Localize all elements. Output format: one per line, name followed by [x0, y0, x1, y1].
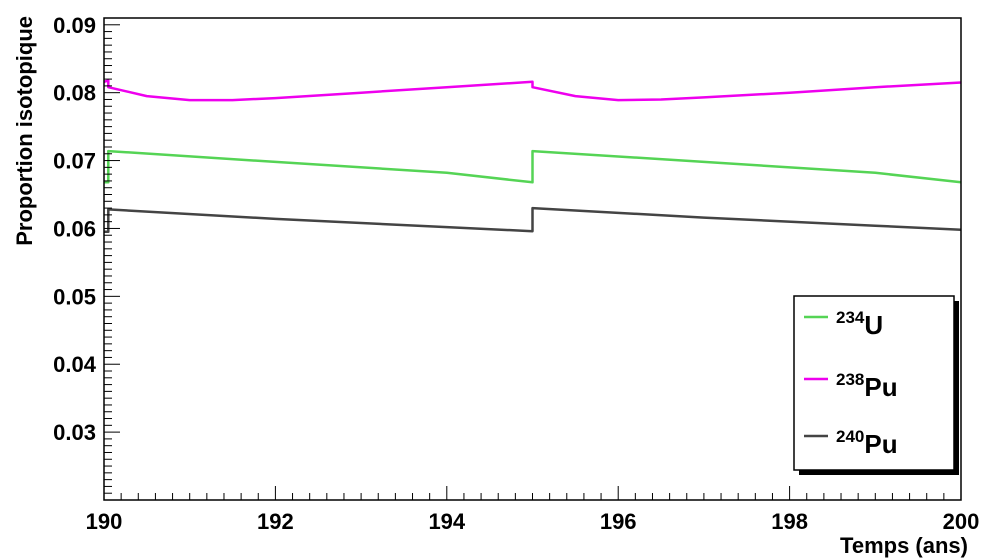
- x-tick-label: 198: [771, 509, 808, 534]
- x-tick-label: 192: [257, 509, 294, 534]
- x-tick-label: 200: [943, 509, 980, 534]
- series-line-240-pu: [104, 206, 962, 234]
- y-tick-label: 0.05: [53, 284, 96, 309]
- y-tick-label: 0.09: [53, 13, 96, 38]
- y-tick-label: 0.03: [53, 420, 96, 445]
- legend-label: 234U: [836, 308, 883, 340]
- x-tick-label: 196: [600, 509, 637, 534]
- series-line-238-pu: [103, 79, 962, 102]
- y-tick-label: 0.08: [53, 81, 96, 106]
- x-tick-label: 194: [428, 509, 465, 534]
- y-tick-label: 0.04: [53, 352, 97, 377]
- series-line-234-u: [104, 149, 962, 184]
- legend-label: 240Pu: [836, 427, 898, 459]
- legend-box: [793, 295, 955, 471]
- series-layer: [103, 79, 962, 234]
- legend-label: 238Pu: [836, 370, 898, 402]
- legend: 234U 238Pu 240Pu: [793, 295, 959, 475]
- y-tick-label: 0.06: [53, 216, 96, 241]
- x-tick-label: 190: [86, 509, 123, 534]
- x-axis-title: Temps (ans): [840, 533, 968, 558]
- y-tick-label: 0.07: [53, 149, 96, 174]
- y-axis-title: Proportion isotopique: [12, 16, 37, 246]
- tick-layer: 190 192 194 196 198 200 0.03 0.04 0.05 0.06 0.07 0.…: [53, 13, 979, 534]
